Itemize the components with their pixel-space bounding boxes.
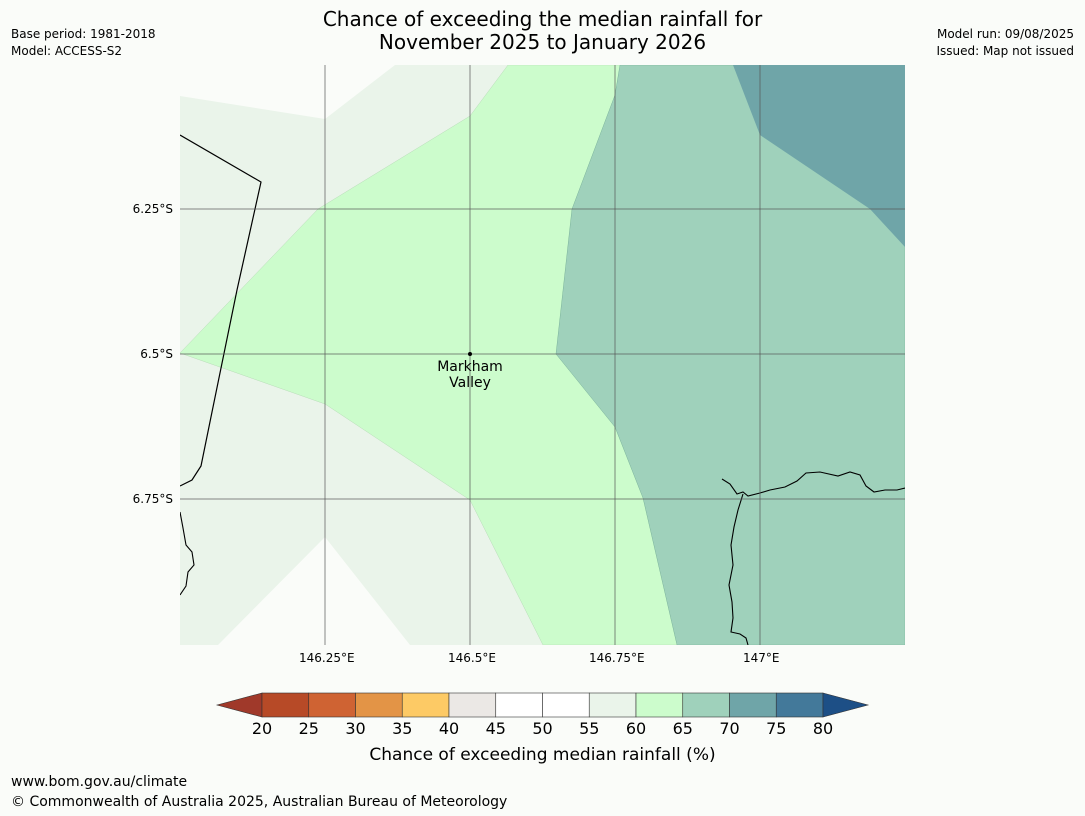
lat-label-6-75: 6.75°S [132,492,173,506]
colorbar-tick-label: 65 [672,719,693,738]
river-south [728,493,749,645]
colorbar-tick-label: 30 [345,719,366,738]
lon-label-146-25: 146.25°E [299,651,355,665]
colorbar-tick-label: 50 [532,719,553,738]
colorbar-extend-high [822,692,870,718]
coastline-west [180,511,195,596]
lat-label-6-5: 6.5°S [140,347,173,361]
colorbar-tick-label: 35 [392,719,413,738]
colorbar-swatch [542,692,590,718]
lon-label-146-75: 146.75°E [589,651,645,665]
footer-copyright: © Commonwealth of Australia 2025, Austra… [11,794,508,810]
colorbar-tick-label: 20 [251,719,273,738]
map-title: Chance of exceeding the median rainfall … [0,8,1085,54]
colorbar-tick-label: 70 [719,719,740,738]
town-marker [468,352,472,356]
colorbar-tick-label: 60 [625,719,647,738]
lon-label-146-5: 146.5°E [448,651,496,665]
title-line-2: November 2025 to January 2026 [378,30,707,54]
lon-label-147: 147°E [743,651,780,665]
colorbar-swatch [308,692,356,718]
colorbar-swatches [261,692,824,718]
colorbar-swatch [729,692,777,718]
colorbar-swatch [401,692,450,718]
contour-65-70 [555,65,905,645]
colorbar-swatch [588,692,637,718]
footer-url[interactable]: www.bom.gov.au/climate [11,774,188,790]
title-line-1: Chance of exceeding the median rainfall … [322,7,763,31]
meta-right: Model run: 09/08/2025 Issued: Map not is… [936,26,1074,60]
colorbar-swatch [495,692,543,718]
colorbar-tick-label: 55 [579,719,600,738]
colorbar-swatch [355,692,403,718]
model-name: Model: ACCESS-S2 [11,44,123,58]
lat-label-6-25: 6.25°S [132,202,173,216]
place-label: Markham Valley [420,359,520,391]
colorbar-tick-label: 75 [766,719,787,738]
colorbar-swatch [635,692,684,718]
colorbar-tick-label: 40 [438,719,460,738]
colorbar-tick-label: 80 [812,719,834,738]
base-period: Base period: 1981-2018 [11,27,156,41]
colorbar-tick-label: 25 [298,719,319,738]
colorbar-label: Chance of exceeding median rainfall (%) [369,745,716,765]
colorbar-tick-label: 45 [485,719,506,738]
place-name-line-1: Markham [437,359,503,375]
model-run: Model run: 09/08/2025 [936,27,1074,41]
colorbar-swatch [448,692,497,718]
graticule [180,65,905,645]
river-line [721,471,905,497]
colorbar-swatch [682,692,730,718]
meta-left: Base period: 1981-2018 Model: ACCESS-S2 [11,26,156,60]
colorbar-swatch [775,692,824,718]
colorbar [215,692,870,718]
colorbar-swatch [261,692,310,718]
contour-70-75 [733,65,905,247]
colorbar-extend-low [215,692,263,718]
border-line [180,134,262,487]
issued-status: Issued: Map not issued [936,44,1074,58]
place-name-line-2: Valley [449,375,491,391]
